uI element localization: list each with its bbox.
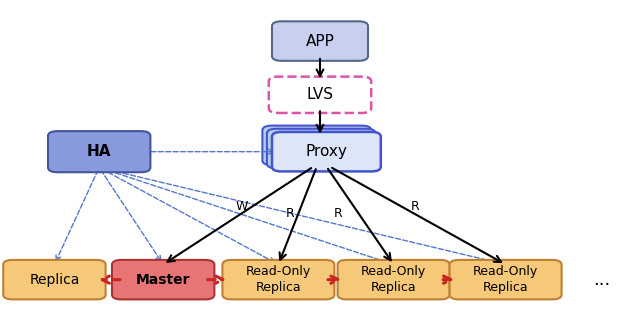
- FancyBboxPatch shape: [450, 260, 562, 300]
- FancyBboxPatch shape: [267, 129, 376, 168]
- FancyBboxPatch shape: [48, 131, 150, 172]
- Text: Master: Master: [136, 273, 191, 287]
- Text: ...: ...: [593, 271, 610, 289]
- FancyBboxPatch shape: [338, 260, 449, 300]
- Text: Read-Only
Replica: Read-Only Replica: [361, 265, 426, 294]
- Text: HA: HA: [87, 144, 111, 159]
- FancyBboxPatch shape: [223, 260, 334, 300]
- Text: W: W: [236, 200, 248, 214]
- Text: R: R: [410, 200, 419, 214]
- FancyBboxPatch shape: [3, 260, 106, 300]
- FancyBboxPatch shape: [262, 125, 371, 165]
- FancyBboxPatch shape: [112, 260, 214, 300]
- Text: APP: APP: [305, 33, 335, 49]
- Text: LVS: LVS: [307, 87, 333, 102]
- Text: R: R: [333, 207, 342, 220]
- FancyBboxPatch shape: [272, 21, 368, 61]
- Text: Replica: Replica: [29, 273, 79, 287]
- Text: Read-Only
Replica: Read-Only Replica: [473, 265, 538, 294]
- FancyBboxPatch shape: [269, 77, 371, 113]
- Text: Proxy: Proxy: [305, 144, 348, 159]
- Text: Read-Only
Replica: Read-Only Replica: [246, 265, 311, 294]
- FancyBboxPatch shape: [272, 132, 381, 171]
- Text: R: R: [286, 207, 295, 220]
